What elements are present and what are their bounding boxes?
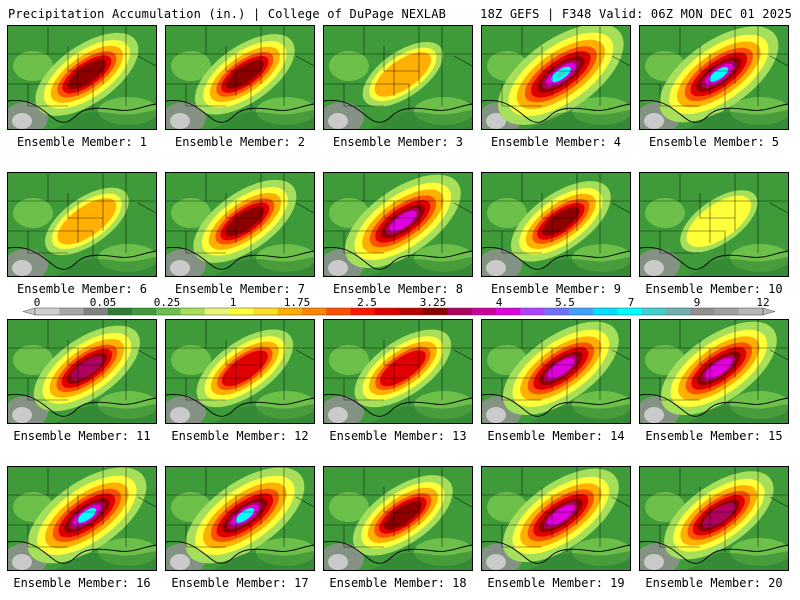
colorbar-swatch bbox=[204, 308, 230, 315]
colorbar-swatch bbox=[593, 308, 618, 315]
ensemble-map-panel bbox=[165, 319, 315, 424]
colorbar-swatch bbox=[544, 308, 570, 315]
colorbar-swatch bbox=[423, 308, 448, 315]
colorbar-swatch bbox=[617, 308, 642, 315]
ensemble-member-label: Ensemble Member: 15 bbox=[645, 429, 783, 443]
ensemble-member-label: Ensemble Member: 7 bbox=[174, 282, 306, 296]
colorbar-swatch bbox=[83, 308, 109, 315]
ensemble-map-panel bbox=[481, 466, 631, 571]
ensemble-map-panel bbox=[639, 319, 789, 424]
ensemble-map-panel bbox=[165, 25, 315, 130]
ensemble-member-label: Ensemble Member: 2 bbox=[174, 135, 306, 149]
map-title: Precipitation Accumulation (in.) | Colle… bbox=[8, 7, 447, 21]
colorbar-swatch bbox=[496, 308, 521, 315]
ensemble-map-panel bbox=[323, 172, 473, 277]
ensemble-map-panel bbox=[165, 466, 315, 571]
ensemble-map-panel bbox=[7, 172, 157, 277]
ensemble-map-panel bbox=[481, 25, 631, 130]
ensemble-map-panel bbox=[165, 172, 315, 277]
ensemble-member-label: Ensemble Member: 12 bbox=[171, 429, 309, 443]
colorbar-swatch bbox=[301, 308, 327, 315]
ensemble-member-label: Ensemble Member: 18 bbox=[329, 576, 467, 590]
ensemble-member-label: Ensemble Member: 17 bbox=[171, 576, 309, 590]
colorbar-swatch bbox=[180, 308, 206, 315]
colorbar-swatch bbox=[471, 308, 497, 315]
colorbar-tick-label: 4 bbox=[496, 296, 503, 309]
colorbar-swatch bbox=[107, 308, 133, 315]
ensemble-map-panel bbox=[7, 319, 157, 424]
ensemble-map-panel bbox=[7, 466, 157, 571]
ensemble-map-panel bbox=[323, 319, 473, 424]
ensemble-map-panel bbox=[481, 172, 631, 277]
colorbar-tick-label: 3.25 bbox=[420, 296, 447, 309]
colorbar-swatch bbox=[350, 308, 376, 315]
ensemble-member-label: Ensemble Member: 8 bbox=[332, 282, 464, 296]
precip-colorbar: 0 0.05 0.25 1 1.75 2.5 3.25 4 5.5 7 9 12 bbox=[22, 296, 776, 316]
colorbar-tick-label: 9 bbox=[694, 296, 701, 309]
colorbar-swatch bbox=[35, 308, 60, 315]
colorbar-swatch bbox=[132, 308, 157, 315]
colorbar-tick-label: 0.25 bbox=[154, 296, 181, 309]
ensemble-map-panel bbox=[323, 466, 473, 571]
ensemble-map-panel bbox=[7, 25, 157, 130]
colorbar-swatch bbox=[714, 308, 740, 315]
colorbar-swatch bbox=[568, 308, 594, 315]
colorbar-swatch bbox=[690, 308, 715, 315]
colorbar-tick-label: 1 bbox=[230, 296, 237, 309]
colorbar-tick-label: 2.5 bbox=[357, 296, 377, 309]
colorbar-tick-label: 0.05 bbox=[90, 296, 117, 309]
ensemble-member-label: Ensemble Member: 6 bbox=[16, 282, 148, 296]
ensemble-member-label: Ensemble Member: 10 bbox=[645, 282, 783, 296]
ensemble-member-label: Ensemble Member: 14 bbox=[487, 429, 625, 443]
colorbar-tick-label: 7 bbox=[628, 296, 635, 309]
colorbar-swatch bbox=[59, 308, 84, 315]
ensemble-member-label: Ensemble Member: 3 bbox=[332, 135, 464, 149]
colorbar-swatch bbox=[520, 308, 545, 315]
ensemble-map-panel bbox=[639, 466, 789, 571]
colorbar-swatch bbox=[277, 308, 303, 315]
ensemble-member-label: Ensemble Member: 19 bbox=[487, 576, 625, 590]
ensemble-map-panel bbox=[481, 319, 631, 424]
ensemble-member-label: Ensemble Member: 1 bbox=[16, 135, 148, 149]
ensemble-member-label: Ensemble Member: 20 bbox=[645, 576, 783, 590]
ensemble-member-label: Ensemble Member: 16 bbox=[13, 576, 151, 590]
ensemble-member-label: Ensemble Member: 13 bbox=[329, 429, 467, 443]
colorbar-swatch bbox=[399, 308, 424, 315]
colorbar-swatch bbox=[447, 308, 473, 315]
colorbar-swatch bbox=[665, 308, 691, 315]
colorbar-swatch bbox=[641, 308, 667, 315]
ensemble-member-label: Ensemble Member: 4 bbox=[490, 135, 622, 149]
ensemble-member-label: Ensemble Member: 5 bbox=[648, 135, 780, 149]
ensemble-member-label: Ensemble Member: 9 bbox=[490, 282, 622, 296]
colorbar-tick-label: 5.5 bbox=[555, 296, 575, 309]
colorbar-arrow-right bbox=[762, 307, 776, 316]
ensemble-map-panel bbox=[639, 25, 789, 130]
colorbar-swatch bbox=[156, 308, 181, 315]
colorbar-tick-label: 1.75 bbox=[284, 296, 311, 309]
colorbar-tick-label: 0 bbox=[34, 296, 41, 309]
colorbar-arrow-left bbox=[22, 307, 36, 316]
model-run-info: 18Z GEFS | F348 Valid: 06Z MON DEC 01 20… bbox=[480, 7, 792, 21]
colorbar-swatch bbox=[253, 308, 278, 315]
ensemble-member-label: Ensemble Member: 11 bbox=[13, 429, 151, 443]
colorbar-swatch bbox=[326, 308, 351, 315]
colorbar-swatch bbox=[229, 308, 254, 315]
colorbar-tick-label: 12 bbox=[756, 296, 769, 309]
ensemble-map-panel bbox=[323, 25, 473, 130]
colorbar-swatch bbox=[374, 308, 400, 315]
colorbar-swatch bbox=[738, 308, 764, 315]
ensemble-map-panel bbox=[639, 172, 789, 277]
